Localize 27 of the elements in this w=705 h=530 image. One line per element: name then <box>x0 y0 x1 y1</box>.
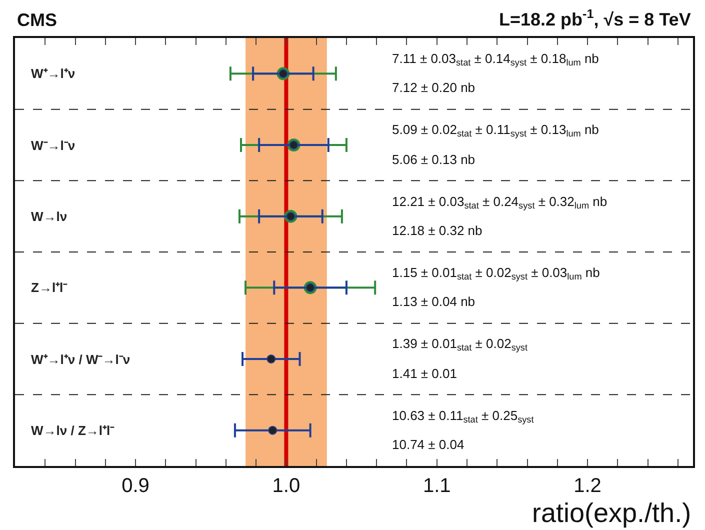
annotation: 10.74 ± 0.04 <box>392 437 464 452</box>
annotation: 5.06 ± 0.13 nb <box>392 152 476 167</box>
annotation: 1.39 ± 0.01$_{stat}$ ± 0.02$_{syst}$ <box>392 336 528 353</box>
y-tick-label: W⁺→l⁺ν <box>31 66 76 81</box>
annotation: 7.12 ± 0.20 nb <box>392 80 476 95</box>
annotation: 7.11 ± 0.03$_{stat}$ ± 0.14$_{syst}$ ± 0.18$_{lum}$ nb <box>392 51 599 68</box>
x-tick-label: 1.0 <box>272 475 300 497</box>
annotation: 1.13 ± 0.04 nb <box>392 294 476 309</box>
x-tick-label: 1.2 <box>574 475 602 497</box>
annotation: 1.15 ± 0.01$_{stat}$ ± 0.02$_{syst}$ ± 0.03$_{lum}$ nb <box>392 265 600 282</box>
y-tick-label: W⁺→l⁺ν / W⁻→l⁻ν <box>31 352 130 367</box>
chart-subtitle: L=18.2 pb$^{-1}$, √s = 8 TeV <box>499 7 691 30</box>
annotation: 12.18 ± 0.32 nb <box>392 223 482 238</box>
annotation: 5.09 ± 0.02$_{stat}$ ± 0.11$_{syst}$ ± 0.13$_{lum}$ nb <box>392 122 599 139</box>
y-tick-label: W→lν <box>31 209 68 224</box>
x-tick-label: 1.1 <box>422 475 451 497</box>
y-tick-label: Z→l⁺l⁻ <box>31 280 68 295</box>
x-axis-title: ratio(exp./th.) <box>532 498 692 528</box>
annotation: 1.41 ± 0.01 <box>392 366 457 381</box>
y-tick-label: W→lν / Z→l⁺l⁻ <box>31 423 116 438</box>
x-tick-label: 0.9 <box>122 475 150 497</box>
annotation: 12.21 ± 0.03$_{stat}$ ± 0.24$_{syst}$ ± 0.32$_{lum}$ nb <box>392 194 608 211</box>
chart-title: CMS <box>17 10 57 30</box>
point <box>266 354 276 364</box>
annotation: 10.63 ± 0.11$_{stat}$ ± 0.25$_{syst}$ <box>392 408 534 425</box>
y-tick-label: W⁻→l⁻ν <box>31 138 76 153</box>
point <box>268 426 278 435</box>
